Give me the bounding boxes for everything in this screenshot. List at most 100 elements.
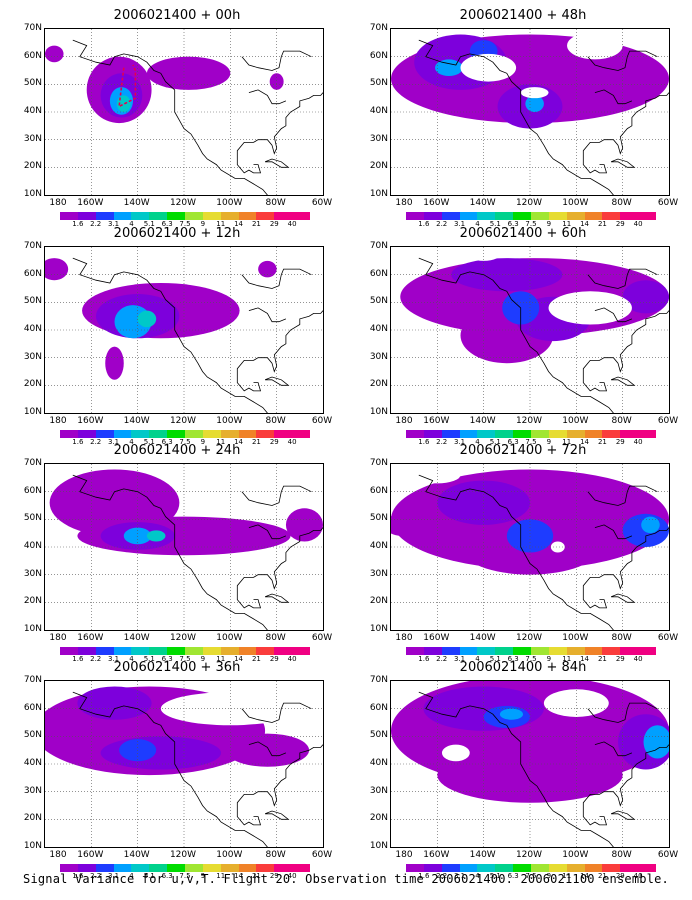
lat-tick-label: 20N <box>369 161 388 172</box>
colorbar-swatch <box>495 864 514 872</box>
variance-shading <box>77 686 152 720</box>
variance-shading <box>45 258 69 281</box>
colorbar-swatch <box>620 864 639 872</box>
coastline <box>594 524 633 540</box>
colorbar-level-label: 40 <box>287 220 297 228</box>
colorbar-swatch <box>584 212 603 220</box>
map-area <box>44 28 324 196</box>
lon-tick-label: 60W <box>311 416 333 426</box>
colorbar <box>60 647 311 655</box>
colorbar-swatch <box>602 212 621 220</box>
colorbar-level-label: 4 <box>475 220 480 228</box>
lon-tick-label: 100W <box>562 850 589 860</box>
colorbar-swatch <box>274 212 293 220</box>
variance-shading <box>105 346 124 380</box>
variance-shading <box>285 508 323 542</box>
colorbar-level-label: 11 <box>216 438 226 446</box>
colorbar-swatch <box>185 864 203 872</box>
colorbar-level-label: 11 <box>216 655 226 663</box>
colorbar-swatch <box>495 647 514 655</box>
colorbar-swatch <box>620 212 639 220</box>
colorbar-level-label: 6.3 <box>507 438 519 446</box>
lat-tick-label: 30N <box>23 133 42 144</box>
coastline <box>241 485 312 506</box>
colorbar-swatch <box>292 647 311 655</box>
colorbar-swatch <box>202 864 221 872</box>
coastline <box>236 92 323 174</box>
colorbar-level-label: 7.5 <box>525 655 537 663</box>
lon-tick-label: 60W <box>657 198 679 208</box>
lon-tick-label: 60W <box>657 850 679 860</box>
colorbar-swatch <box>566 430 585 438</box>
lon-tick-label: 140W <box>123 633 150 643</box>
lon-tick-label: 100W <box>216 416 243 426</box>
colorbar-swatch <box>441 212 460 220</box>
colorbar-level-label: 9 <box>200 438 206 446</box>
lat-tick-label: 70N <box>369 23 388 33</box>
colorbar-swatch <box>149 212 168 220</box>
coastline <box>264 810 290 820</box>
colorbar-swatch <box>531 864 549 872</box>
colorbar-level-label: 7.5 <box>179 438 191 446</box>
lon-tick-label: 80W <box>611 850 632 860</box>
lon-tick-label: 140W <box>123 198 150 208</box>
lat-tick-label: 10N <box>23 841 42 851</box>
lon-tick-label: 80W <box>265 416 286 426</box>
panel-title: 2006021400 + 00h <box>113 8 241 23</box>
variance-shading <box>146 56 231 90</box>
colorbar-swatch <box>566 647 585 655</box>
colorbar-level-label: 1.6 <box>418 220 430 228</box>
colorbar-swatch <box>131 212 150 220</box>
colorbar-swatch <box>531 647 549 655</box>
variance-shading <box>391 513 422 536</box>
map-area <box>44 463 324 631</box>
colorbar-level-label: 6.3 <box>161 872 173 880</box>
coastline <box>248 524 287 540</box>
lat-tick-label: 20N <box>369 813 388 824</box>
lon-tick-label: 180 <box>395 416 413 426</box>
colorbar-level-label: 2.2 <box>436 655 448 663</box>
colorbar-swatch <box>477 212 496 220</box>
colorbar-swatch <box>167 864 186 872</box>
colorbar-swatch <box>423 212 442 220</box>
lon-tick-label: 60W <box>311 198 333 208</box>
colorbar-level-label: 1.6 <box>72 220 84 228</box>
colorbar-swatch <box>256 864 275 872</box>
colorbar-swatch <box>423 864 442 872</box>
colorbar-level-label: 2.2 <box>90 872 102 880</box>
colorbar-level-label: 29 <box>615 438 625 446</box>
lat-tick-label: 40N <box>369 541 388 551</box>
lon-tick-label: 120W <box>515 850 543 860</box>
colorbar-swatch <box>274 647 293 655</box>
colorbar-level-label: 2.2 <box>90 220 102 228</box>
lat-tick-label: 30N <box>23 785 42 796</box>
panel-title: 2006021400 + 84h <box>459 660 587 675</box>
lon-tick-label: 60W <box>657 416 679 426</box>
coastline <box>587 268 658 289</box>
colorbar-swatch <box>256 430 275 438</box>
map-panel: 2006021400 + 84h 70N 60N 50N 40N 30N 20N 10N 180… <box>358 660 688 880</box>
lat-tick-label: 70N <box>23 458 42 468</box>
coastline <box>264 376 290 386</box>
colorbar-level-label: 7.5 <box>525 438 537 446</box>
coastline <box>610 810 636 820</box>
colorbar-level-label: 3.1 <box>107 438 120 446</box>
colorbar-level-label: 40 <box>633 872 643 880</box>
coastline <box>418 691 614 847</box>
low-variance-area <box>414 466 461 484</box>
colorbar-swatch <box>202 212 221 220</box>
colorbar-swatch <box>185 212 203 220</box>
coastline <box>241 702 312 723</box>
lat-tick-label: 40N <box>23 324 42 334</box>
colorbar-swatch <box>513 212 532 220</box>
variance-shading <box>146 530 166 542</box>
variance-shading <box>225 733 310 767</box>
map-svg <box>45 247 323 413</box>
colorbar-level-label: 6.3 <box>161 655 173 663</box>
low-variance-area <box>567 31 623 60</box>
colorbar-level-label: 1.6 <box>72 872 84 880</box>
colorbar-swatch <box>167 430 186 438</box>
lon-tick-label: 80W <box>265 198 286 208</box>
colorbar-level-label: 21 <box>251 872 261 880</box>
colorbar-level-label: 14 <box>234 438 244 446</box>
